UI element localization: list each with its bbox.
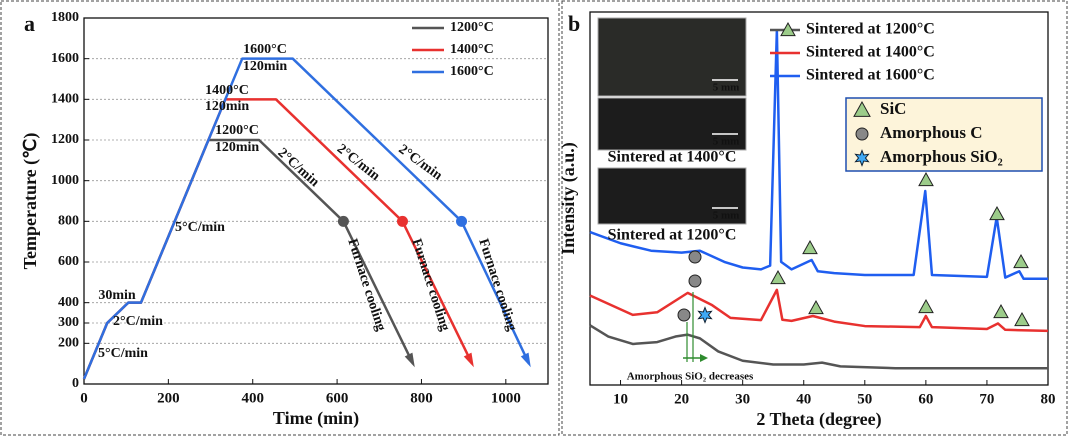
carbon-symbol [855,127,869,141]
series-line [589,288,1049,333]
annotation: Furnace cooling [475,237,519,333]
x-tick-label: 400 [241,390,264,406]
x-tick-label: 70 [979,391,994,407]
x-tick-label: 0 [80,390,88,406]
legend-label: 1400°C [450,42,494,57]
annotation: 2°C/min [396,142,445,184]
x-tick-label: 30 [735,391,750,407]
y-tick-label: 1000 [51,173,79,188]
annotation: 120min [243,59,288,74]
y-tick-label: 1400 [51,92,79,107]
panel-label: b [568,11,580,36]
y-tick-label: 1200 [51,132,79,147]
annotation: 120min [205,99,250,114]
annotation: 30min [98,288,136,303]
legend-label: Sintered at 1200°C [806,21,935,38]
series-line [589,324,1048,370]
x-tick-label: 200 [157,390,180,406]
x-tick-label: 60 [918,391,933,407]
x-tick-label: 40 [796,391,811,407]
y-tick-label: 200 [58,336,79,351]
annotation: 1200°C [215,123,259,138]
transition-dot [396,215,408,227]
sio2-symbol [854,149,870,167]
carbon-symbol [677,308,691,322]
plot-frame [83,17,549,385]
sic-symbol [1014,311,1030,327]
carbon-symbol [688,274,702,288]
annotation: 5°C/min [175,220,225,235]
legend-label: 1600°C [450,64,494,79]
carbon-symbol [688,250,702,264]
annotation: 1400°C [205,83,249,98]
x-tick-label: 50 [857,391,872,407]
sic-symbol [808,299,824,315]
sic-symbol [1013,253,1029,269]
panel-frame [561,0,1068,436]
x-axis-label: Time (min) [273,408,359,429]
y-tick-label: 400 [58,295,79,310]
sample-photo [597,17,747,97]
legend-label: Sintered at 1400°C [806,44,935,61]
scale-label: 5 mm [713,82,740,94]
photo-caption: Sintered at 1200°C [608,227,737,244]
annotation: Furnace cooling [344,237,388,333]
phase-legend-label: SiC [880,99,906,118]
y-tick-label: 1600 [51,51,79,66]
x-tick-label: 20 [674,391,689,407]
sample-photo [597,97,747,151]
arrow-head [520,352,531,368]
y-axis-label: Intensity (a.u.) [558,142,579,255]
y-tick-label: 1800 [51,10,79,25]
legend-label: 1200°C [450,20,494,35]
annotation: 1600°C [243,42,287,57]
annotation: Furnace cooling [408,237,452,333]
phase-legend-box [845,97,1043,172]
scale-label: 5 mm [713,136,740,148]
annotation: Amorphous SiO₂ decreases [627,371,754,383]
y-tick-label: 0 [72,376,79,391]
annotation: 2°C/min [275,146,322,191]
legend-label: Sintered at 1600°C [806,67,935,84]
arrow-head [700,354,708,362]
sic-symbol [918,298,934,314]
series-line [82,57,531,380]
x-tick-label: 600 [326,390,349,406]
sic-symbol [802,239,818,255]
sample-photo [597,167,747,225]
phase-legend-label: Amorphous SiO₂ [880,147,1003,166]
annotation: 120min [215,140,260,155]
phase-legend-label: Amorphous C [880,123,983,142]
scale-label: 5 mm [713,210,740,222]
transition-dot [456,215,468,227]
x-tick-label: 10 [613,391,628,407]
sic-symbol [989,205,1005,221]
sic-symbol [993,303,1009,319]
sio2-symbol [697,306,713,324]
y-axis-label: Temperature (℃) [20,133,41,270]
plot-frame [589,11,1049,386]
annotation: 5°C/min [98,346,148,361]
y-tick-label: 600 [58,254,79,269]
arrow-head [404,352,415,368]
panel-frame [0,0,560,436]
arrow-head [463,352,474,368]
y-tick-label: 300 [58,315,79,330]
sic-symbol [853,100,871,117]
panel-label: a [24,11,35,36]
x-axis-label: 2 Theta (degree) [756,409,881,430]
photo-caption: Sintered at 1400°C [608,149,737,166]
x-tick-label: 1000 [491,390,521,406]
transition-dot [337,215,349,227]
y-tick-label: 800 [58,214,79,229]
sic-symbol [780,21,796,37]
annotation: 2°C/min [113,314,163,329]
x-tick-label: 80 [1041,391,1056,407]
sic-symbol [770,269,786,285]
sic-symbol [918,171,934,187]
x-tick-label: 800 [410,390,433,406]
